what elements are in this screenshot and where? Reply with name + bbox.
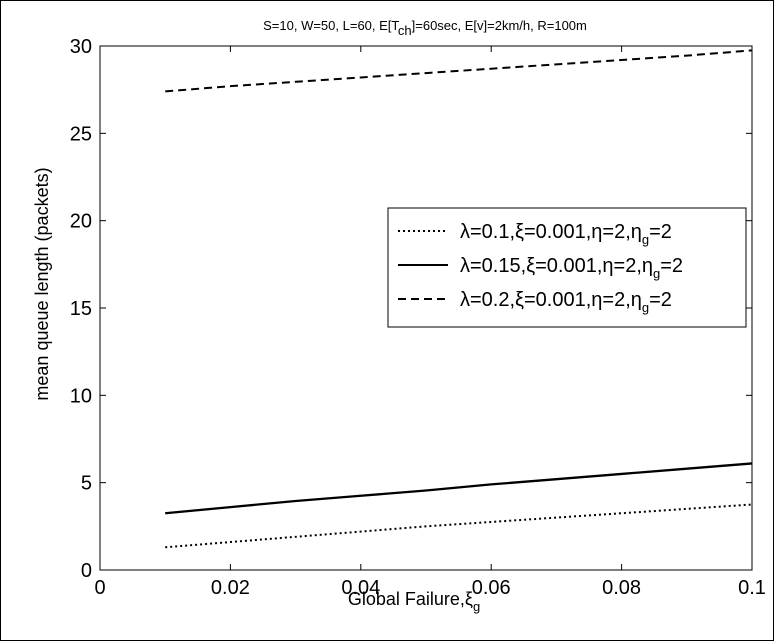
x-tick-label: 0.1 <box>738 577 766 599</box>
legend-label-series-1-end: =2 <box>649 221 672 243</box>
x-tick-label: 0.04 <box>341 577 380 599</box>
legend-label-series-3-main: λ=0.2,ξ=0.001,η=2,η <box>460 289 642 311</box>
x-axis-label-symbol: ξ <box>465 589 473 609</box>
x-tick-label: 0.02 <box>211 577 250 599</box>
y-tick-label: 0 <box>81 560 92 582</box>
legend-label-series-2: λ=0.15,ξ=0.001,η=2,ηg=2 <box>460 255 683 281</box>
y-tick-label: 10 <box>70 385 92 407</box>
chart-title-part1: S=10, W=50, L=60, E[T <box>263 18 399 33</box>
series-line-3 <box>165 49 753 93</box>
legend-label-series-1-main: λ=0.1,ξ=0.001,η=2,η <box>460 221 642 243</box>
legend-label-series-2-end: =2 <box>660 255 683 277</box>
legend-label-series-3-subscript: g <box>642 300 649 315</box>
y-tick-label: 30 <box>70 36 92 58</box>
x-tick-label: 0 <box>94 577 105 599</box>
chart-title: S=10, W=50, L=60, E[Tch]=60sec, E[v]=2km… <box>263 18 587 38</box>
x-axis-label-subscript: g <box>473 599 480 614</box>
legend-box <box>387 207 747 328</box>
legend-label-series-3-end: =2 <box>649 289 672 311</box>
y-tick-label: 5 <box>81 473 92 495</box>
chart-title-part2: ]=60sec, E[v]=2km/h, R=100m <box>412 18 587 33</box>
y-tick-label: 20 <box>70 211 92 233</box>
legend-label-series-3: λ=0.2,ξ=0.001,η=2,ηg=2 <box>460 289 672 315</box>
legend: λ=0.1,ξ=0.001,η=2,ηg=2 λ=0.15,ξ=0.001,η=… <box>387 207 747 328</box>
y-tick-label: 15 <box>70 298 92 320</box>
series-lines <box>165 49 753 549</box>
series-line-1 <box>165 503 753 549</box>
x-tick-label: 0.06 <box>472 577 511 599</box>
legend-label-series-1-subscript: g <box>642 232 649 247</box>
x-axis-ticks: 0 0.02 0.04 0.06 0.08 0.1 <box>94 46 766 599</box>
y-tick-label: 25 <box>70 123 92 145</box>
legend-label-series-1: λ=0.1,ξ=0.001,η=2,ηg=2 <box>460 221 672 247</box>
x-axis-label: Global Failure,ξg <box>348 589 480 614</box>
x-axis-label-text: Global Failure, <box>348 589 465 609</box>
series-line-2 <box>165 462 753 515</box>
x-tick-label: 0.08 <box>602 577 641 599</box>
legend-label-series-2-subscript: g <box>653 266 660 281</box>
legend-label-series-2-main: λ=0.15,ξ=0.001,η=2,η <box>460 255 653 277</box>
y-axis-label: mean queue length (packets) <box>32 167 52 400</box>
y-axis-ticks: 0 5 10 15 20 25 30 <box>70 36 752 582</box>
chart-title-subscript: ch <box>398 23 412 38</box>
